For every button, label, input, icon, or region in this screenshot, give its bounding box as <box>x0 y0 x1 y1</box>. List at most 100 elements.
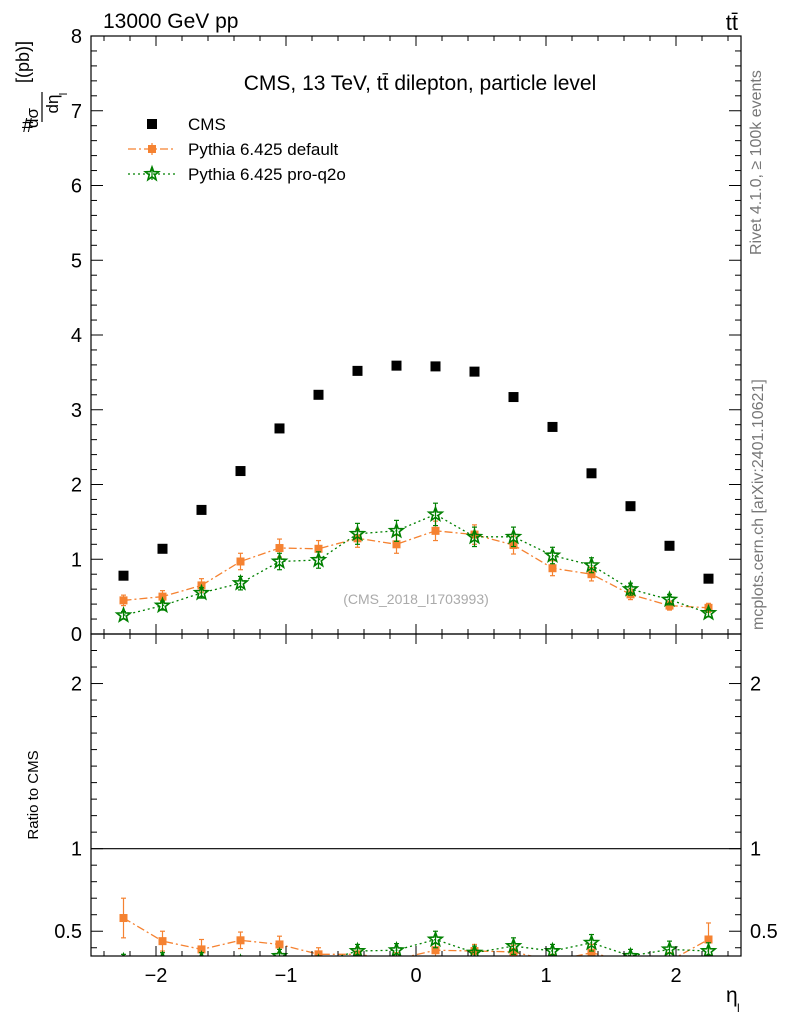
ratio-point-pythia-6-425-default <box>666 957 674 965</box>
ratio-y-tick-label: 1 <box>71 839 82 861</box>
legend-marker <box>148 145 156 153</box>
ratio-y-tick-label-right: 2 <box>750 674 761 696</box>
ratio-point-pythia-6-425-default <box>119 914 128 923</box>
x-label-subscript: l <box>737 1001 740 1015</box>
data-point-cms <box>508 392 519 403</box>
ratio-point-pythia-6-425-pro-q2o <box>582 933 601 951</box>
y-label-subscript: l <box>58 93 70 95</box>
error-bar <box>238 955 243 956</box>
energy-label: 13000 GeV pp <box>103 10 238 33</box>
ratio-panel: −2 −1 0 1 2 0.5 0.5 1 1 2 2 Ratio to CMS <box>25 633 778 987</box>
process-label: tt̄ <box>726 10 738 35</box>
data-point-cms <box>274 423 285 434</box>
ratio-point-pythia-6-425-pro-q2o <box>699 941 718 956</box>
ratio-point-pythia-6-425-pro-q2o <box>660 940 679 956</box>
legend-label: Pythia 6.425 default <box>188 140 339 159</box>
data-point-pythia-6-425-pro-q2o <box>114 605 133 623</box>
ratio-point-pythia-6-425-pro-q2o <box>426 930 445 948</box>
ratio-point-pythia-6-425-default <box>236 936 245 945</box>
y-tick-label: 7 <box>71 101 82 123</box>
data-point-pythia-6-425-default <box>119 596 128 605</box>
data-point-pythia-6-425-default <box>275 544 284 553</box>
ratio-point-pythia-6-425-default <box>549 957 557 965</box>
y-tick-label: 4 <box>71 325 82 347</box>
x-tick-label: −1 <box>275 965 298 987</box>
data-point-pythia-6-425-pro-q2o <box>504 527 523 545</box>
data-point-pythia-6-425-pro-q2o <box>699 603 718 621</box>
ratio-point-pythia-6-425-pro-q2o <box>621 946 640 956</box>
main-axes: 0 1 2 3 4 5 6 7 8 <box>71 26 742 646</box>
ratio-axes: −2 −1 0 1 2 0.5 0.5 1 1 2 2 <box>54 633 778 987</box>
data-point-cms <box>157 543 168 554</box>
x-tick-label: 0 <box>410 965 421 987</box>
ratio-y-tick-label-right: 1 <box>750 839 761 861</box>
legend-entry-cms: CMS <box>147 115 226 134</box>
data-point-pythia-6-425-default <box>392 540 401 549</box>
ratio-point-pythia-6-425-default <box>431 946 440 955</box>
error-bar <box>628 955 633 956</box>
data-point-pythia-6-425-pro-q2o <box>426 505 445 522</box>
plot-title: CMS, 13 TeV, tt̄ dilepton, particle leve… <box>244 72 597 95</box>
main-data-layer <box>114 360 718 623</box>
data-point-cms <box>118 570 129 581</box>
main-panel: CMS, 13 TeV, tt̄ dilepton, particle leve… <box>13 26 742 646</box>
x-axis-label: η l <box>726 984 740 1015</box>
data-point-pythia-6-425-pro-q2o <box>582 555 601 573</box>
y-label-denominator: dη <box>43 95 62 114</box>
y-axis-label: # dσ dη l [(pb)] <box>13 41 70 137</box>
data-point-pythia-6-425-default <box>665 601 674 610</box>
error-bar <box>160 952 165 956</box>
ratio-point-pythia-6-425-default <box>197 945 206 954</box>
ratio-point-pythia-6-425-default <box>587 948 596 956</box>
data-point-pythia-6-425-pro-q2o <box>231 573 250 591</box>
data-point-cms <box>196 504 207 515</box>
data-point-pythia-6-425-default <box>236 557 245 566</box>
y-tick-label: 2 <box>71 475 82 497</box>
ratio-point-pythia-6-425-pro-q2o <box>317 953 320 956</box>
data-point-pythia-6-425-default <box>314 544 323 553</box>
ratio-frame <box>90 633 742 957</box>
legend-entry-pythia-6-425-default: Pythia 6.425 default <box>128 140 339 159</box>
ratio-point-pythia-6-425-pro-q2o <box>270 946 289 956</box>
data-point-cms <box>430 361 441 372</box>
error-bar <box>199 952 204 956</box>
data-point-pythia-6-425-pro-q2o <box>465 527 484 545</box>
data-point-pythia-6-425-pro-q2o <box>153 596 172 614</box>
rivet-version-label: Rivet 4.1.0, ≥ 100k events <box>748 70 765 255</box>
ratio-point-pythia-6-425-default <box>158 937 167 946</box>
data-point-cms <box>586 468 597 479</box>
ratio-point-pythia-6-425-pro-q2o <box>387 940 406 956</box>
data-point-cms <box>352 365 363 376</box>
ratio-y-tick-label: 0.5 <box>54 921 82 943</box>
y-label-unit: [(pb)] <box>13 41 33 83</box>
ratio-point-pythia-6-425-pro-q2o <box>239 953 242 956</box>
data-point-pythia-6-425-pro-q2o <box>309 550 328 568</box>
ratio-point-pythia-6-425-default <box>314 950 323 956</box>
data-point-pythia-6-425-pro-q2o <box>387 521 406 539</box>
legend-label: CMS <box>188 115 226 134</box>
data-point-cms <box>313 389 324 400</box>
ratio-y-tick-label-right: 0.5 <box>750 921 778 943</box>
data-point-pythia-6-425-default <box>548 564 557 573</box>
ratio-point-pythia-6-425-pro-q2o <box>199 949 204 956</box>
ratio-point-pythia-6-425-pro-q2o <box>160 949 165 956</box>
x-label-main: η <box>726 984 738 1007</box>
y-tick-label: 5 <box>71 250 82 272</box>
ratio-data-layer <box>119 897 718 965</box>
y-label-prefix: # <box>22 115 34 137</box>
y-tick-label: 6 <box>71 176 82 198</box>
data-point-pythia-6-425-pro-q2o <box>270 552 289 570</box>
source-label: mcplots.cern.ch [arXiv:2401.10621] <box>750 379 767 630</box>
x-tick-label: −2 <box>145 965 168 987</box>
series-line-pythia-6-425-default <box>123 530 709 609</box>
data-point-cms <box>625 501 636 512</box>
ratio-y-tick-label: 2 <box>71 674 82 696</box>
data-point-pythia-6-425-default <box>587 570 596 579</box>
data-point-cms <box>235 466 246 477</box>
x-tick-label: 1 <box>540 965 551 987</box>
y-tick-label: 1 <box>71 549 82 571</box>
data-point-pythia-6-425-pro-q2o <box>543 546 562 564</box>
ratio-point-pythia-6-425-default <box>704 935 713 944</box>
ratio-point-pythia-6-425-pro-q2o <box>543 941 562 956</box>
